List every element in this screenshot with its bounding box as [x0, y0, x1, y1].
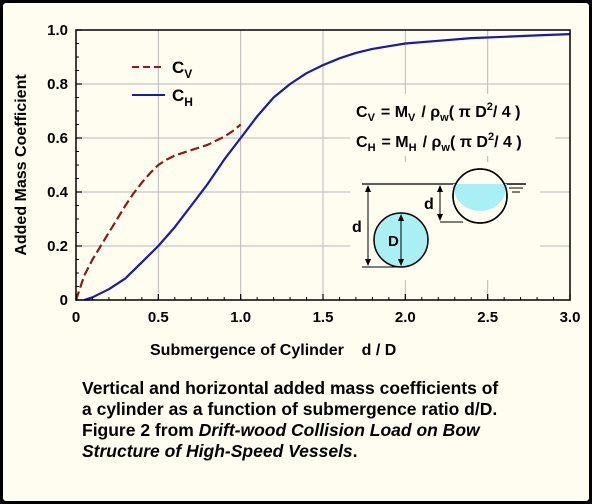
- x-tick-label: 0: [72, 309, 80, 326]
- y-tick-label: 1.0: [47, 22, 68, 39]
- caption-line-4: Structure of High-Speed Vessels.: [82, 441, 358, 461]
- y-tick-label: 0.2: [47, 238, 68, 255]
- x-tick-label: 1.5: [313, 309, 334, 326]
- figure-caption: Vertical and horizontal added mass coeff…: [82, 378, 562, 462]
- y-tick-label: 0.4: [47, 184, 69, 201]
- equations-backdrop: [350, 94, 555, 156]
- legend-ch-label: CH: [172, 86, 193, 109]
- series-line-cv: [74, 123, 242, 301]
- y-axis-label: Added Mass Coefficient: [13, 74, 30, 256]
- y-tick-label: 0.8: [47, 76, 68, 93]
- x-tick-label: 0.5: [148, 309, 169, 326]
- caption-line-1: Vertical and horizontal added mass coeff…: [82, 378, 499, 398]
- x-tick-label: 3.0: [560, 309, 581, 326]
- equation-ch: CH = MH / ρw( π D2/ 4 ): [356, 131, 522, 154]
- label-d-large: d: [352, 219, 362, 236]
- cylinder-schematic: d D d: [350, 162, 540, 280]
- x-tick-label: 1.0: [230, 309, 251, 326]
- label-D: D: [388, 233, 399, 250]
- y-tick-label: 0.6: [47, 130, 68, 147]
- equation-cv: CV = MV / ρw( π D2/ 4 ): [356, 101, 520, 124]
- water-surface-icon: [506, 183, 526, 193]
- legend: CV CH: [132, 58, 193, 109]
- schematic-backdrop: [350, 162, 540, 280]
- legend-cv-label: CV: [172, 58, 192, 81]
- ticks: 0 0.5 1.0 1.5 2.0 2.5 3.0 0 0.2 0.4 0.6 0.8 1.0: [47, 22, 580, 326]
- caption-line-3: Figure 2 from Drift-wood Collision Load …: [82, 420, 480, 440]
- series-line-ch: [83, 33, 571, 302]
- label-d-small: d: [424, 196, 434, 213]
- caption-line-2: a cylinder as a function of submergence …: [82, 399, 498, 419]
- x-axis-label: Submergence of Cylinder d / D: [150, 342, 396, 359]
- floating-cylinder: [452, 168, 508, 224]
- x-tick-label: 2.5: [477, 309, 498, 326]
- curves: [74, 33, 571, 302]
- x-tick-label: 2.0: [395, 309, 416, 326]
- chart: 0 0.5 1.0 1.5 2.0 2.5 3.0 0 0.2 0.4 0.6 0.8 1.0 Adde…: [13, 22, 580, 359]
- y-tick-label: 0: [60, 292, 68, 309]
